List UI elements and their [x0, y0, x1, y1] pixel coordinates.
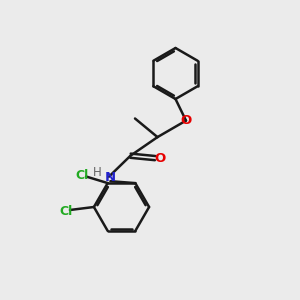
Text: Cl: Cl — [76, 169, 89, 182]
Text: H: H — [92, 166, 101, 179]
Text: O: O — [154, 152, 166, 165]
Text: Cl: Cl — [60, 205, 73, 218]
Text: O: O — [180, 114, 192, 127]
Text: N: N — [105, 171, 116, 184]
